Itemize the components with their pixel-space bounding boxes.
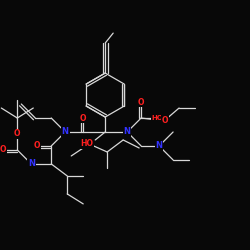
Text: N: N bbox=[156, 142, 162, 150]
Text: HO: HO bbox=[151, 115, 163, 121]
Text: N: N bbox=[62, 128, 69, 136]
Text: O: O bbox=[162, 116, 168, 124]
Text: O: O bbox=[80, 114, 86, 122]
Text: O: O bbox=[14, 130, 20, 138]
Text: N: N bbox=[28, 160, 35, 168]
Text: O: O bbox=[138, 98, 144, 106]
Text: O: O bbox=[34, 142, 40, 150]
Text: O: O bbox=[0, 146, 6, 154]
Text: HO: HO bbox=[81, 140, 94, 148]
Text: N: N bbox=[124, 128, 131, 136]
